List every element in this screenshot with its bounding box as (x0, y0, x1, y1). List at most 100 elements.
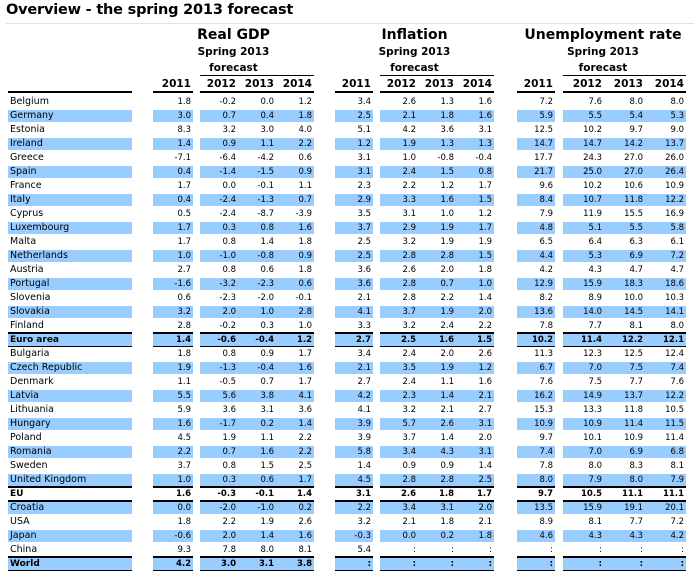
row-divider (335, 332, 373, 334)
gdp-value: -0.1 (255, 489, 274, 499)
inf-value: 2.8 (418, 474, 456, 486)
inf-value: 2.7 (335, 334, 373, 346)
unemp-value: 14.9 (563, 390, 604, 402)
table-row: United Kingdom 1.0 0.3 0.6 1.7 4.5 2.8 2.8 2.5 8.… (0, 473, 700, 487)
country-name: USA (10, 516, 30, 527)
table-row: Croatia 0.0 -2.0 -1.0 0.2 2.2 3.4 3.1 2.0 13.5 15.… (0, 501, 700, 515)
unemp-value: 10.9 (563, 418, 604, 430)
year-header-inf: 2013 (424, 78, 454, 90)
table-row: EU 1.6 -0.3 -0.1 1.4 3.1 2.6 1.8 1.7 9.7 10.5 11.1 1… (0, 487, 700, 501)
unemp-value: : (604, 558, 645, 570)
inf-value: 1.8 (440, 517, 454, 527)
gdp-value: 3.1 (260, 405, 274, 415)
gdp-value: 1.8 (298, 237, 312, 247)
inf-value: 1.6 (418, 334, 456, 346)
table-row: Sweden 3.7 0.8 1.5 2.5 1.4 0.9 0.9 1.4 7.8 8.0 8.3 8… (0, 459, 700, 473)
inf-value: 1.6 (418, 194, 456, 206)
gdp-value: 1.1 (177, 377, 191, 387)
inf-value: 1.2 (456, 362, 494, 374)
inf-value: 3.4 (357, 97, 371, 107)
group-title: Real GDP (197, 27, 270, 43)
gdp-value: 3.0 (200, 558, 238, 570)
table-row: Poland 4.5 1.9 1.1 2.2 3.9 3.7 1.4 2.0 9.7 10.1 10.… (0, 431, 700, 445)
header-rule (335, 91, 373, 93)
year-header-inf: 2012 (386, 78, 416, 90)
gdp-value: 0.6 (276, 278, 314, 290)
gdp-value: -2.3 (219, 293, 236, 303)
unemp-value: 10.5 (581, 489, 602, 499)
inf-value: 1.5 (456, 334, 494, 346)
table-row: Hungary 1.6 -1.7 0.2 1.4 3.9 5.7 2.6 3.1 10.9 10.9… (0, 417, 700, 431)
inf-value: 1.1 (440, 377, 454, 387)
country-name: Ireland (8, 138, 132, 150)
unemp-value: 8.1 (670, 461, 684, 471)
gdp-value: 1.6 (276, 530, 314, 542)
country-name: Romania (8, 446, 132, 458)
row-divider (8, 556, 132, 558)
unemp-value: 5.5 (563, 110, 604, 122)
gdp-value: 0.4 (153, 166, 193, 178)
gdp-value: 0.7 (276, 194, 314, 206)
unemp-value: 17.7 (534, 153, 553, 163)
gdp-value: 0.6 (238, 474, 276, 486)
unemp-value: 10.5 (665, 405, 684, 415)
inf-value: 3.4 (380, 502, 418, 514)
unemp-value: 14.1 (645, 306, 686, 318)
gdp-value: -0.3 (217, 489, 236, 499)
inf-value: 3.7 (380, 306, 418, 318)
gdp-value: 7.8 (222, 545, 236, 555)
unemp-value: 10.6 (624, 181, 643, 191)
inf-value: 3.2 (357, 517, 371, 527)
unemp-value: 4.4 (517, 250, 555, 262)
unemp-value: 7.4 (645, 362, 686, 374)
unemp-value: 4.7 (629, 265, 643, 275)
inf-value: 4.2 (335, 390, 373, 402)
inf-value: 2.9 (380, 222, 418, 234)
inf-value: 5.8 (335, 446, 373, 458)
gdp-value: 3.8 (238, 390, 276, 402)
gdp-value: -4.2 (257, 153, 274, 163)
unemp-value: 11.1 (622, 489, 643, 499)
gdp-value: 8.3 (177, 125, 191, 135)
gdp-value: 1.4 (153, 138, 193, 150)
unemp-value: 11.4 (563, 334, 604, 346)
gdp-value: 5.9 (177, 405, 191, 415)
inf-value: 2.3 (357, 181, 371, 191)
unemp-value: 24.3 (583, 153, 602, 163)
unemp-value: 7.0 (563, 362, 604, 374)
unemp-value: 4.6 (517, 530, 555, 542)
inf-value: 1.9 (418, 362, 456, 374)
group-header-inflation: Inflation Spring 2013 forecast (335, 26, 494, 76)
country-name: Japan (8, 530, 132, 542)
group-subtitle: forecast (390, 62, 439, 74)
title-rule (6, 23, 694, 24)
unemp-value: 7.5 (588, 377, 602, 387)
inf-value: 1.5 (456, 250, 494, 262)
unemp-value: 12.5 (534, 125, 553, 135)
inf-value: 1.6 (478, 377, 492, 387)
gdp-value: -0.2 (219, 321, 236, 331)
gdp-value: 1.2 (276, 334, 314, 346)
unemp-value: : (681, 545, 684, 555)
unemp-value: 12.9 (517, 278, 555, 290)
gdp-value: 0.9 (200, 138, 238, 150)
inf-value: 3.2 (402, 405, 416, 415)
country-name: World (8, 558, 132, 570)
gdp-value: 0.7 (200, 110, 238, 122)
row-divider (380, 332, 494, 334)
unemp-value: 7.4 (517, 446, 555, 458)
unemp-value: 9.7 (537, 489, 553, 499)
row-divider (335, 486, 373, 488)
unemp-value: 4.8 (517, 222, 555, 234)
inf-value: 1.7 (478, 181, 492, 191)
gdp-value: 0.6 (298, 153, 312, 163)
gdp-value: 2.5 (298, 461, 312, 471)
inf-value: : (456, 558, 494, 570)
inf-value: 3.1 (335, 166, 373, 178)
row-divider (335, 500, 373, 502)
unemp-value: 20.1 (645, 502, 686, 514)
table-row: Czech Republic 1.9 -1.3 -0.4 1.6 2.1 3.5 1.9 1.2… (0, 361, 700, 375)
page-title: Overview - the spring 2013 forecast (6, 2, 294, 18)
inf-value: 3.1 (402, 209, 416, 219)
table-row: Netherlands 1.0 -1.0 -0.8 0.9 2.5 2.8 2.8 1.5 4.4… (0, 249, 700, 263)
